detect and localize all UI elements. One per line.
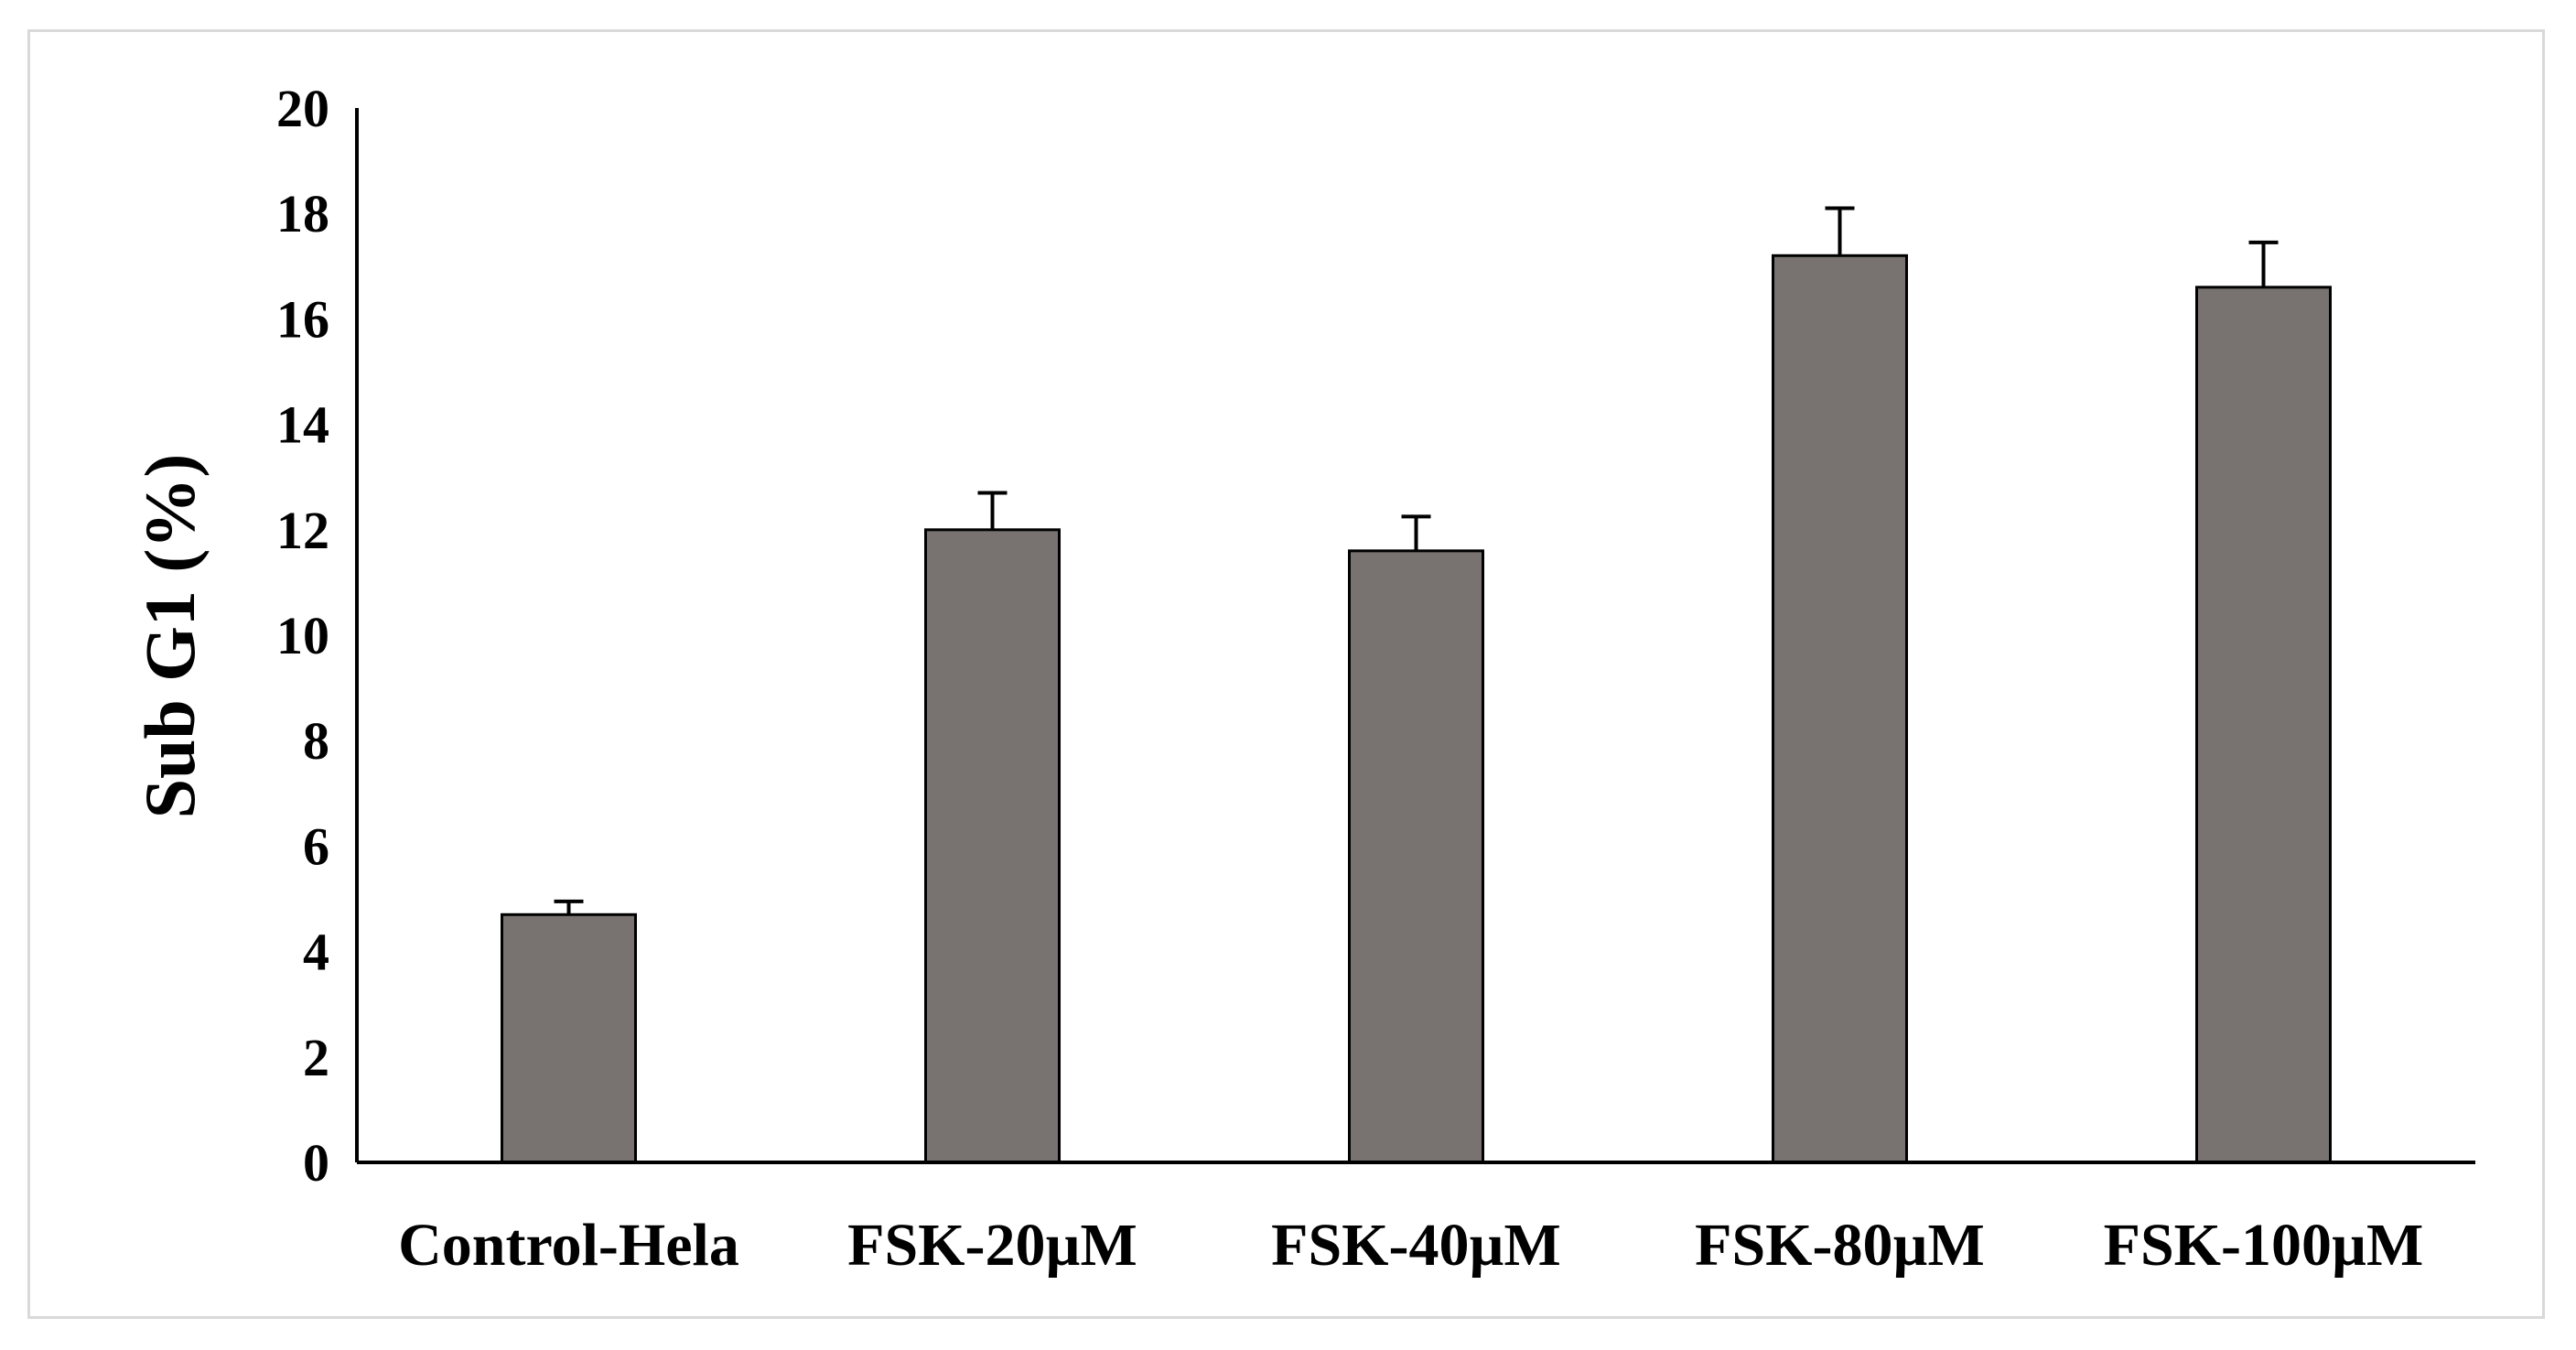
x-category-label: FSK-80µM [1695,1212,1985,1279]
bar [924,528,1061,1164]
x-category-label: FSK-40µM [1271,1212,1561,1279]
error-bar [1825,206,1855,256]
error-bar [977,491,1008,530]
x-category-labels: Control-Hela FSK-20µM FSK-40µM FSK-80µM FSK-… [398,1212,2423,1279]
y-tick-label: 2 [303,1028,329,1087]
x-category-label: Control-Hela [398,1212,739,1279]
y-tick-label: 10 [276,606,329,665]
y-tick-label: 4 [303,923,329,982]
error-bars-layer [554,206,2279,915]
error-bar [554,899,584,915]
bar [1772,254,1908,1164]
error-bar [2248,240,2279,287]
y-tick-label: 12 [276,501,329,560]
y-tick-label: 18 [276,184,329,243]
error-bar [1401,514,1431,551]
y-tick-label: 20 [276,79,329,138]
y-tick-label: 14 [276,395,329,455]
y-tick-label: 8 [303,711,329,771]
bar [2195,286,2332,1164]
bar [501,913,637,1164]
bars-layer [501,254,2332,1164]
y-tick-label: 6 [303,816,329,876]
y-tick-label: 0 [303,1133,329,1193]
y-tick-label: 16 [276,289,329,349]
chart-frame [27,29,2545,1319]
axes-layer [355,108,2475,1164]
bar [1348,549,1484,1164]
x-category-label: FSK-100µM [2104,1212,2424,1279]
y-axis-title: Sub G1 (%) [130,454,210,819]
y-tick-labels: 0 2 4 6 8 10 12 14 16 18 20 [276,79,329,1193]
x-category-label: FSK-20µM [847,1212,1137,1279]
